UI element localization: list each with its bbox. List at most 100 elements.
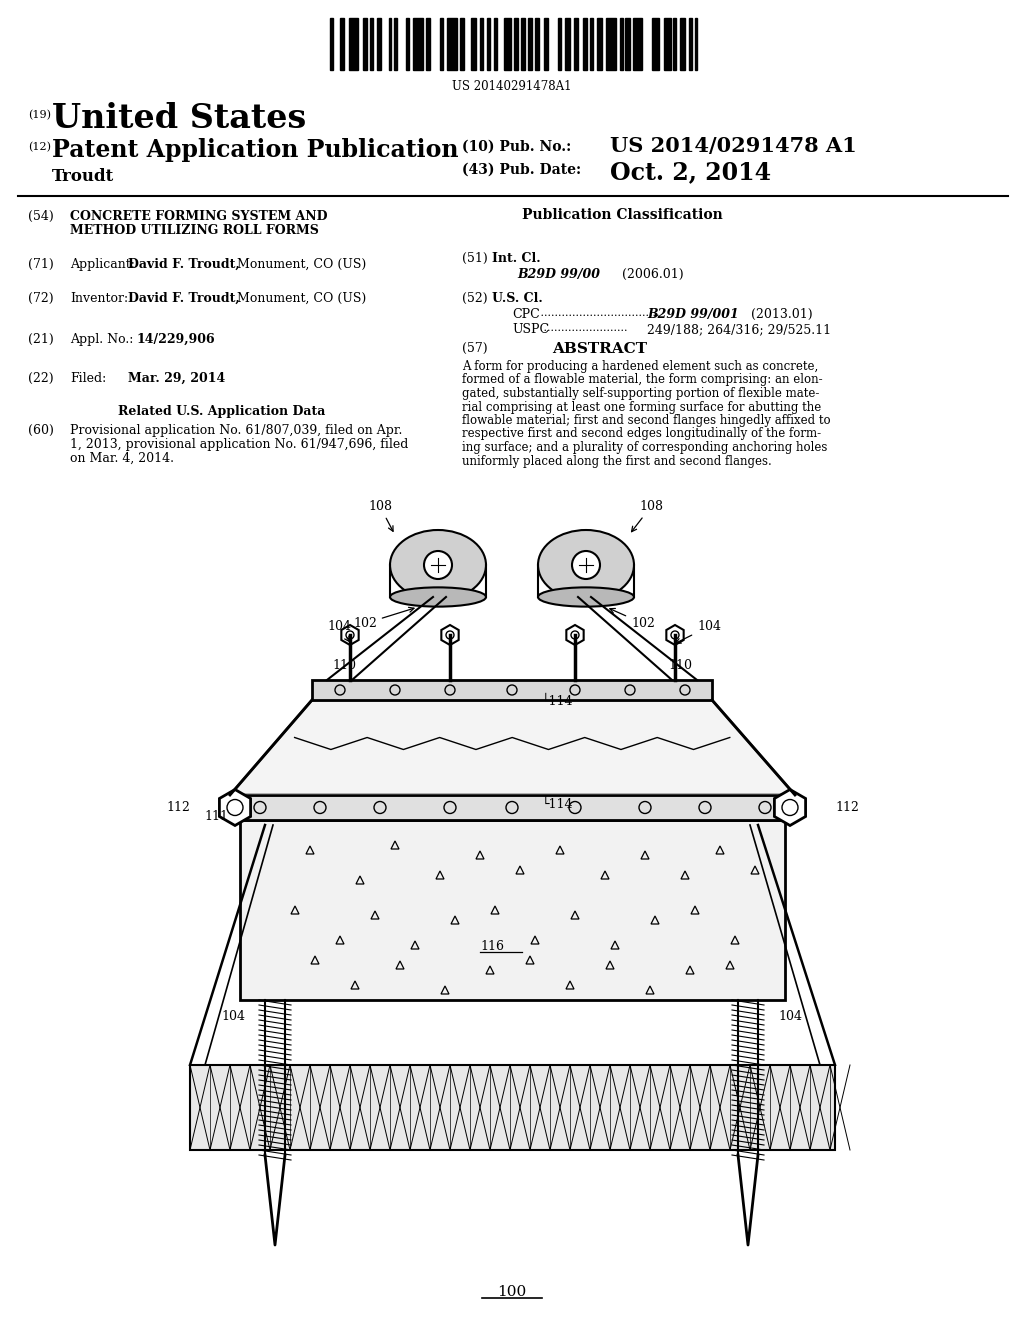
Text: 104: 104 [778, 1010, 802, 1023]
Bar [674, 18, 676, 70]
Text: 108: 108 [632, 500, 663, 532]
Bar [487, 18, 489, 70]
Bar [230, 795, 795, 820]
Bar [574, 18, 579, 70]
Text: 112: 112 [835, 801, 859, 814]
Polygon shape [263, 841, 287, 869]
Bar [521, 18, 525, 70]
Text: Inventor:: Inventor: [70, 292, 128, 305]
Bar [652, 18, 659, 70]
Bar [626, 18, 630, 70]
Text: 1, 2013, provisional application No. 61/947,696, filed: 1, 2013, provisional application No. 61/… [70, 438, 409, 451]
Ellipse shape [390, 587, 486, 607]
Bar [590, 18, 593, 70]
Text: (21): (21) [28, 333, 53, 346]
Text: (12): (12) [28, 143, 51, 152]
Polygon shape [566, 624, 584, 645]
Text: B29D 99/001: B29D 99/001 [647, 308, 738, 321]
Bar [471, 18, 475, 70]
Text: Monument, CO (US): Monument, CO (US) [233, 292, 367, 305]
Text: (71): (71) [28, 257, 53, 271]
Text: ........................: ........................ [540, 323, 628, 333]
Text: Filed:: Filed: [70, 372, 106, 385]
Text: ing surface; and a plurality of corresponding anchoring holes: ing surface; and a plurality of correspo… [462, 441, 827, 454]
Bar [597, 18, 601, 70]
Text: rial comprising at least one forming surface for abutting the: rial comprising at least one forming sur… [462, 400, 821, 413]
Bar [240, 820, 785, 1001]
Circle shape [572, 550, 600, 579]
Text: (57): (57) [462, 342, 487, 355]
Bar [565, 18, 569, 70]
Text: Mar. 29, 2014: Mar. 29, 2014 [128, 372, 225, 385]
Text: Troudt: Troudt [52, 168, 115, 185]
Text: (52): (52) [462, 292, 487, 305]
Bar [689, 18, 692, 70]
Text: flowable material; first and second flanges hingedly affixed to: flowable material; first and second flan… [462, 414, 830, 426]
Text: (10) Pub. No.:: (10) Pub. No.: [462, 140, 571, 154]
Bar [426, 18, 430, 70]
Bar [664, 18, 671, 70]
Bar [621, 18, 623, 70]
Circle shape [424, 550, 452, 579]
Text: on Mar. 4, 2014.: on Mar. 4, 2014. [70, 451, 174, 465]
Text: David F. Troudt,: David F. Troudt, [128, 257, 240, 271]
Text: B29D 99/00: B29D 99/00 [517, 268, 600, 281]
Bar [535, 18, 540, 70]
Text: 102: 102 [610, 609, 655, 630]
Bar [340, 18, 344, 70]
Bar [447, 18, 457, 70]
Bar [504, 18, 511, 70]
Text: 108: 108 [368, 500, 393, 532]
Text: 104: 104 [221, 1010, 245, 1023]
Polygon shape [667, 624, 684, 645]
Text: (2013.01): (2013.01) [746, 308, 813, 321]
Text: A form for producing a hardened element such as concrete,: A form for producing a hardened element … [462, 360, 818, 374]
Text: (22): (22) [28, 372, 53, 385]
Text: United States: United States [52, 102, 306, 135]
Polygon shape [219, 789, 251, 825]
Bar [414, 18, 423, 70]
Text: CPC: CPC [512, 308, 540, 321]
Polygon shape [263, 966, 287, 994]
Text: 102: 102 [353, 607, 414, 630]
Text: US 20140291478A1: US 20140291478A1 [453, 81, 571, 92]
Ellipse shape [390, 531, 486, 601]
Text: 110: 110 [668, 659, 692, 672]
Ellipse shape [538, 531, 634, 601]
Text: ..................................: .................................. [537, 308, 659, 318]
Bar [362, 18, 368, 70]
Text: (60): (60) [28, 424, 54, 437]
Text: 111: 111 [204, 810, 228, 822]
Text: (72): (72) [28, 292, 53, 305]
Bar [330, 18, 333, 70]
Text: David F. Troudt,: David F. Troudt, [128, 292, 240, 305]
Bar [460, 18, 464, 70]
Text: 100: 100 [498, 1284, 526, 1299]
Bar [544, 18, 548, 70]
Bar [480, 18, 482, 70]
Polygon shape [341, 624, 358, 645]
Bar [495, 18, 497, 70]
Bar [377, 18, 382, 70]
Text: Int. Cl.: Int. Cl. [492, 252, 541, 265]
Text: 110: 110 [332, 659, 356, 672]
Text: 104: 104 [676, 620, 721, 643]
Text: U.S. Cl.: U.S. Cl. [492, 292, 543, 305]
Bar [407, 18, 409, 70]
Text: (43) Pub. Date:: (43) Pub. Date: [462, 162, 582, 177]
Text: uniformly placed along the first and second flanges.: uniformly placed along the first and sec… [462, 454, 772, 467]
Text: formed of a flowable material, the form comprising: an elon-: formed of a flowable material, the form … [462, 374, 822, 387]
Polygon shape [230, 700, 795, 795]
Text: USPC: USPC [512, 323, 549, 337]
Bar [527, 18, 532, 70]
Text: gated, substantially self-supporting portion of flexible mate-: gated, substantially self-supporting por… [462, 387, 819, 400]
Bar [190, 1065, 835, 1150]
Text: └114: └114 [542, 797, 573, 810]
Text: Monument, CO (US): Monument, CO (US) [233, 257, 367, 271]
Polygon shape [441, 624, 459, 645]
Bar [558, 18, 561, 70]
Text: (19): (19) [28, 110, 51, 120]
Bar [240, 820, 785, 1001]
Bar [388, 18, 391, 70]
Text: Applicant:: Applicant: [70, 257, 135, 271]
